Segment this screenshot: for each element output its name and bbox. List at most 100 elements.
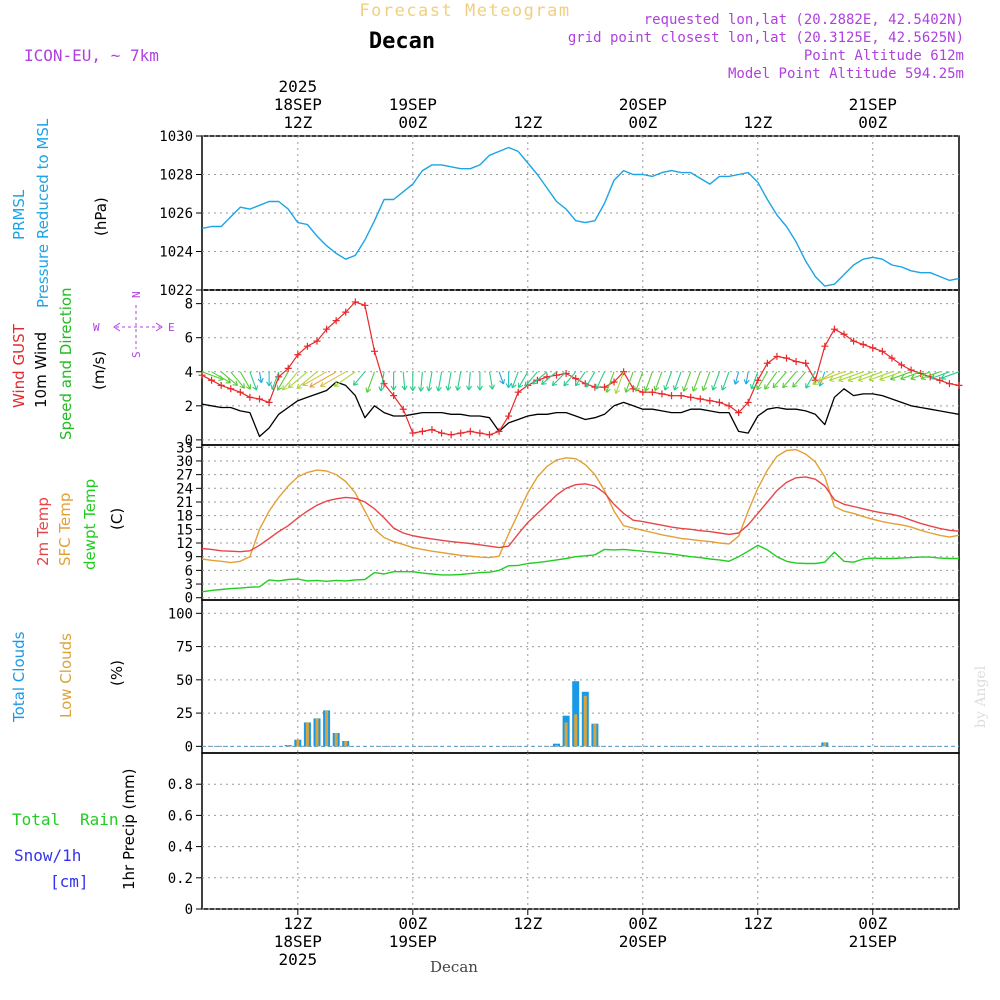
compass-east: E: [168, 321, 175, 334]
ytick-label-temperature: 3: [185, 577, 193, 593]
wind-arrow: [805, 371, 816, 389]
low-cloud-bar: [564, 722, 568, 747]
gust-marker: [505, 412, 513, 420]
gust-marker: [227, 385, 235, 393]
wind-arrow: [879, 371, 902, 382]
wind-arrow: [270, 371, 280, 391]
gust-marker: [265, 398, 273, 406]
ytick-label-temperature: 18: [176, 509, 193, 525]
gust-marker: [706, 397, 714, 405]
low-cloud-bar: [305, 722, 309, 747]
top-tick-label: 12Z: [743, 113, 772, 132]
low-cloud-bar: [555, 745, 558, 747]
top-tick-label: 19SEP: [389, 95, 437, 114]
wind-arrow: [889, 371, 912, 381]
wind-arrow: [418, 371, 425, 392]
wind-arrow: [701, 371, 711, 392]
dewpt-line: [201, 544, 959, 593]
label-prmsl: PRMSL: [10, 189, 28, 240]
ytick-label-temperature: 24: [176, 481, 193, 497]
wind-arrow: [498, 371, 506, 385]
wind-speed-line: [201, 381, 960, 438]
gust-marker: [945, 380, 953, 388]
gust-marker: [648, 388, 656, 396]
wind-arrow: [378, 371, 385, 392]
ytick-label-temperature: 9: [185, 550, 193, 566]
gust-marker: [869, 344, 877, 352]
gust-marker: [447, 431, 455, 439]
gridpoint-coords: grid point closest lon,lat (20.3125E, 42…: [568, 30, 964, 46]
label-hpa: (hPa): [92, 197, 110, 236]
product-title: Forecast Meteogram: [359, 1, 570, 21]
label-wind-gust: Wind GUST: [10, 323, 28, 408]
gust-marker: [658, 390, 666, 398]
bottom-tick-label: 2025: [279, 950, 318, 969]
wind-arrow: [365, 371, 376, 393]
wind-arrow: [847, 371, 873, 383]
wind-arrow: [910, 371, 931, 381]
top-tick-label: 18SEP: [274, 95, 322, 114]
gust-marker: [725, 402, 733, 410]
wind-arrow: [220, 371, 239, 387]
wind-arrow: [672, 371, 682, 391]
wind-arrow: [829, 371, 854, 383]
gust-marker: [888, 354, 896, 362]
ytick-label-temperature: 21: [176, 495, 193, 511]
gust-marker: [466, 427, 474, 435]
ytick-label-temperature: 33: [176, 440, 193, 456]
gust-marker: [217, 381, 225, 389]
label-ms: (m/s): [90, 351, 108, 390]
total-cloud-bar: [572, 681, 580, 747]
low-cloud-bar: [344, 741, 348, 747]
wind-arrow: [574, 371, 586, 387]
wind-arrow: [749, 371, 759, 390]
wind-arrow: [488, 371, 495, 390]
ytick-label-precipitation: 0.8: [168, 777, 193, 793]
watermark: by Angel: [973, 665, 989, 728]
wind-arrow: [435, 371, 443, 392]
series-layer: [198, 146, 963, 747]
wind-arrow: [239, 371, 252, 390]
wind-arrow: [764, 371, 778, 390]
model-altitude: Model Point Altitude 594.25m: [728, 66, 964, 82]
wind-arrow: [466, 371, 473, 391]
compass-south: S: [130, 351, 143, 358]
wind-arrow: [281, 371, 299, 391]
ytick-label-precipitation: 0.4: [168, 840, 193, 856]
wind-arrow: [857, 371, 883, 383]
gust-marker: [198, 371, 206, 379]
wind-arrow: [309, 371, 337, 388]
wind-arrow: [711, 371, 720, 391]
low-cloud-bar: [334, 733, 338, 747]
wind-arrow: [838, 371, 864, 383]
gust-marker: [754, 376, 762, 384]
gust-marker: [783, 354, 791, 362]
gust-marker: [830, 325, 838, 333]
gust-marker: [677, 392, 685, 400]
low-cloud-bar: [286, 745, 290, 747]
t2m-line: [201, 476, 960, 553]
gust-marker: [323, 325, 331, 333]
wind-arrow: [653, 371, 663, 392]
wind-arrow: [920, 371, 940, 381]
wind-arrow: [643, 371, 653, 392]
gust-marker: [418, 427, 426, 435]
gust-marker: [294, 351, 302, 359]
top-tick-label: 21SEP: [849, 95, 897, 114]
gust-marker: [457, 429, 465, 437]
wind-arrow: [605, 371, 615, 393]
label-total-clouds: Total Clouds: [10, 631, 28, 723]
wind-arrow: [409, 371, 416, 392]
top-tick-label: 12Z: [283, 113, 312, 132]
wind-arrow: [817, 371, 845, 383]
ytick-label-clouds: 25: [176, 706, 193, 722]
wind-arrow: [812, 371, 835, 385]
wind-arrow: [940, 371, 960, 380]
wind-arrow: [426, 371, 433, 392]
requested-coords: requested lon,lat (20.2882E, 42.5402N): [644, 12, 964, 28]
wind-arrow: [352, 371, 366, 386]
gust-marker: [639, 388, 647, 396]
wind-arrow: [445, 371, 452, 391]
top-tick-label: 2025: [279, 77, 318, 96]
